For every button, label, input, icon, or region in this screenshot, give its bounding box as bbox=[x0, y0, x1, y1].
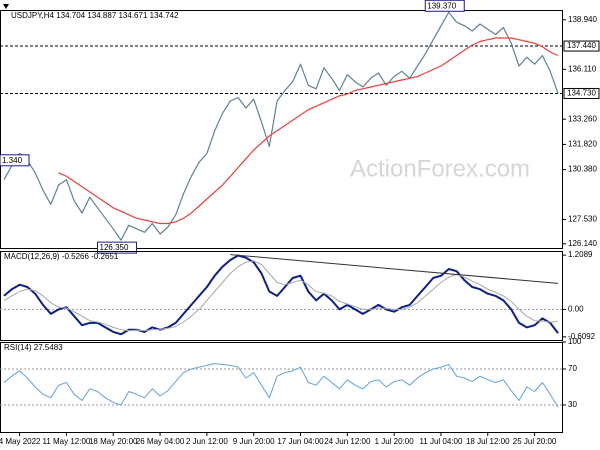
y-tick-label: 30 bbox=[568, 400, 577, 409]
x-tick-label: 17 Jun 04:00 bbox=[277, 437, 324, 446]
x-tick-label: 4 May 2022 bbox=[0, 437, 41, 446]
y-tick-label: 130.380 bbox=[568, 165, 597, 174]
x-tick-label: 18 Jul 12:00 bbox=[466, 437, 510, 446]
panel-frame bbox=[0, 251, 563, 341]
y-tick-label: 70 bbox=[568, 364, 577, 373]
annotation-label: 139.370 bbox=[427, 1, 456, 10]
y-tick-label: 1.2089 bbox=[568, 250, 593, 259]
y-tick-label: 133.260 bbox=[568, 114, 597, 123]
y-tick-label: 100 bbox=[568, 337, 582, 346]
series-line bbox=[3, 11, 559, 241]
annotation-box bbox=[424, 0, 465, 12]
price-box bbox=[563, 87, 600, 99]
panel-title: RSI(14) 27.5483 bbox=[4, 343, 63, 352]
y-tick-label: 131.820 bbox=[568, 140, 597, 149]
watermark: ActionForex.com bbox=[350, 155, 530, 182]
trend-line bbox=[230, 254, 559, 284]
panel-frame bbox=[0, 342, 563, 433]
y-tick-label: 127.530 bbox=[568, 215, 597, 224]
series-line bbox=[3, 254, 559, 336]
y-tick-label: -0.6092 bbox=[568, 332, 596, 341]
x-tick-label: 11 Jul 04:00 bbox=[419, 437, 463, 446]
annotation-label: 1.340 bbox=[2, 156, 23, 165]
annotation-box bbox=[0, 154, 30, 167]
price-label: 134.730 bbox=[567, 89, 596, 98]
x-tick-label: 2 Jun 12:00 bbox=[186, 437, 228, 446]
panel-title: MACD(12,26,9) -0.5266 -0.2651 bbox=[4, 252, 119, 261]
y-tick-label: 126.140 bbox=[568, 239, 597, 248]
y-tick-label: 138.940 bbox=[568, 15, 597, 24]
series-line bbox=[58, 37, 559, 225]
annotation-box bbox=[97, 241, 138, 254]
panel-frame bbox=[0, 10, 563, 249]
x-tick-label: 24 Jun 12:00 bbox=[324, 437, 371, 446]
price-box bbox=[563, 40, 600, 52]
y-tick-label: 0.00 bbox=[568, 305, 584, 314]
x-tick-label: 25 Jul 20:00 bbox=[513, 437, 557, 446]
x-tick-label: 9 Jun 20:00 bbox=[233, 437, 275, 446]
series-line bbox=[3, 363, 559, 408]
x-tick-label: 18 May 20:00 bbox=[89, 437, 138, 446]
price-label: 137.440 bbox=[567, 41, 596, 50]
annotation-label: 126.350 bbox=[100, 243, 129, 252]
x-tick-label: 1 Jul 20:00 bbox=[375, 437, 415, 446]
y-tick-label: 136.110 bbox=[568, 64, 597, 73]
panel-title: USDJPY,H4 134.704 134.887 134.671 134.74… bbox=[11, 11, 179, 20]
title-marker bbox=[3, 4, 9, 9]
series-line bbox=[3, 260, 559, 332]
x-tick-label: 26 May 04:00 bbox=[136, 437, 185, 446]
x-tick-label: 11 May 12:00 bbox=[42, 437, 90, 446]
